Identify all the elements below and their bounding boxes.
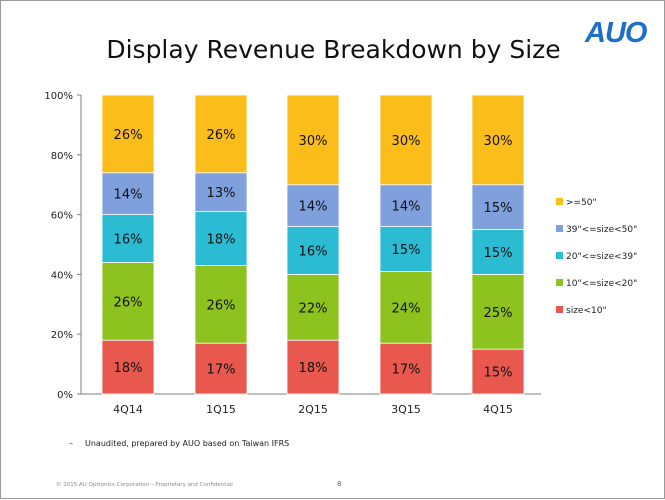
y-tick-label: 60%	[51, 211, 73, 222]
legend-swatch	[556, 198, 563, 205]
bar-segment	[379, 184, 433, 227]
bar-segment	[194, 94, 248, 174]
y-tick-label: 0%	[57, 390, 73, 401]
data-label: 15%	[484, 246, 513, 261]
data-label: 24%	[392, 301, 421, 316]
page-title: Display Revenue Breakdown by Size	[106, 35, 561, 64]
legend-label: 39"<=size<50"	[566, 225, 637, 235]
legend-label: 10"<=size<20"	[566, 279, 637, 289]
data-label: 15%	[484, 201, 513, 216]
data-label: 13%	[207, 186, 236, 201]
bar-segment	[194, 342, 248, 395]
bar-segment	[101, 262, 155, 341]
data-label: 18%	[114, 361, 143, 376]
bar-segment	[286, 339, 340, 395]
legend-swatch	[556, 279, 563, 286]
data-label: 16%	[114, 233, 143, 248]
data-label: 18%	[207, 233, 236, 248]
data-label: 17%	[392, 363, 421, 378]
footnote: – Unaudited, prepared by AUO based on Tai…	[69, 439, 289, 448]
data-label: 26%	[207, 128, 236, 143]
bar-segment	[101, 94, 155, 174]
data-label: 14%	[114, 188, 143, 203]
bar-segment	[379, 342, 433, 395]
y-tick-label: 40%	[51, 270, 73, 281]
bar-segment	[101, 214, 155, 263]
bar-segment	[286, 226, 340, 275]
bar-segment	[194, 172, 248, 213]
auo-logo: AUO	[585, 17, 647, 49]
y-tick-label: 100%	[44, 91, 73, 102]
x-tick-label: 3Q15	[391, 403, 421, 416]
data-label: 16%	[299, 244, 328, 259]
y-tick-label: 80%	[51, 151, 73, 162]
data-label: 30%	[299, 134, 328, 149]
data-label: 15%	[392, 243, 421, 258]
legend-swatch	[556, 306, 563, 313]
bar-segment	[471, 184, 525, 230]
bar-segment	[101, 172, 155, 216]
data-label: 17%	[207, 363, 236, 378]
bar-segment	[379, 271, 433, 344]
data-label: 26%	[207, 298, 236, 313]
legend-swatch	[556, 252, 563, 259]
bar-segment	[194, 265, 248, 344]
data-label: 25%	[484, 306, 513, 321]
data-label: 26%	[114, 295, 143, 310]
bar-segment	[471, 229, 525, 275]
legend-label: size<10"	[566, 306, 607, 316]
x-tick-label: 4Q14	[113, 403, 143, 416]
legend-label: >=50"	[566, 198, 597, 208]
legend-label: 20"<=size<39"	[566, 252, 637, 262]
footnote-bullet: –	[69, 439, 73, 448]
data-label: 26%	[114, 128, 143, 143]
data-label: 22%	[299, 301, 328, 316]
y-tick-label: 20%	[51, 330, 73, 341]
bar-segment	[194, 211, 248, 266]
bar-segment	[471, 94, 525, 186]
data-label: 14%	[299, 200, 328, 215]
footnote-text: Unaudited, prepared by AUO based on Taiw…	[85, 439, 290, 448]
copyright-text: © 2015 AU Optronics Corporation – Propri…	[56, 482, 233, 488]
page-number: 8	[337, 480, 342, 488]
x-tick-label: 2Q15	[298, 403, 328, 416]
bar-segment	[286, 184, 340, 227]
x-tick-label: 4Q15	[483, 403, 513, 416]
bar-segment	[286, 273, 340, 341]
bar-segment	[286, 94, 340, 186]
data-label: 14%	[392, 200, 421, 215]
data-label: 30%	[392, 134, 421, 149]
bar-segment	[101, 339, 155, 395]
x-tick-label: 1Q15	[206, 403, 236, 416]
bar-segment	[379, 226, 433, 272]
data-label: 30%	[484, 134, 513, 149]
legend-swatch	[556, 225, 563, 232]
data-label: 15%	[484, 366, 513, 381]
bar-segment	[379, 94, 433, 186]
data-label: 18%	[299, 361, 328, 376]
